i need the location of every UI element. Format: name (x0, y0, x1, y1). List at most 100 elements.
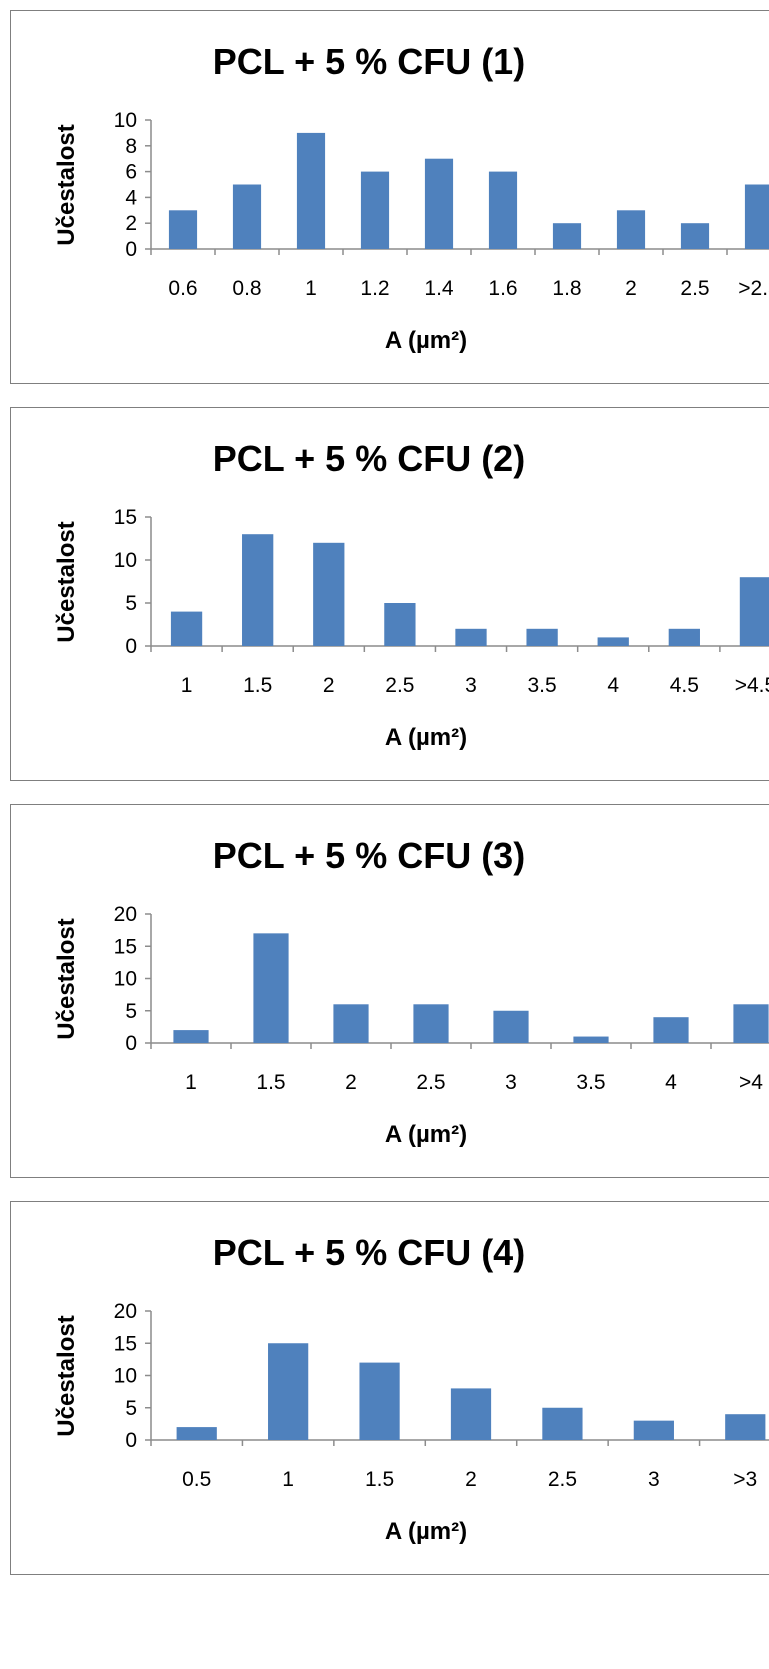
y-tick-label: 6 (125, 161, 137, 184)
y-tick-label: 8 (125, 135, 137, 158)
x-axis-label: A (µm²) (385, 1518, 467, 1545)
plot-area: 0 5 10 15 20 0.5 1 1.5 2 2.5 3 >3 (114, 1300, 769, 1491)
chart-2-svg: PCL + 5 % CFU (2) Učestalost A (µm²) 0 5 1… (53, 438, 769, 751)
x-tick-label: 3 (465, 674, 477, 697)
chart-3-svg: PCL + 5 % CFU (3) Učestalost A (µm²) 0 5 1… (53, 835, 769, 1148)
y-tick-label: 0 (125, 238, 137, 261)
x-tick-label: 1.8 (552, 277, 581, 300)
x-tick-label: 2.5 (416, 1071, 445, 1094)
bar (168, 210, 198, 249)
bar (573, 1036, 609, 1043)
y-axis-label: Učestalost (53, 1315, 80, 1436)
bar (313, 542, 345, 646)
bar (542, 1407, 583, 1440)
bar (653, 1017, 689, 1043)
x-tick-label: >3 (733, 1468, 757, 1491)
x-axis-label: A (µm²) (385, 1121, 467, 1148)
chart-panel-3: PCL + 5 % CFU (3) Učestalost A (µm²) 0 5 1… (10, 804, 769, 1178)
x-tick-label: >4.5 (735, 674, 769, 697)
y-tick-label: 2 (125, 212, 137, 235)
y-tick-label: 15 (114, 1332, 137, 1355)
chart-panel-2: PCL + 5 % CFU (2) Učestalost A (µm²) 0 5 1… (10, 407, 769, 781)
bar (253, 933, 289, 1043)
x-tick-label: 2.5 (680, 277, 709, 300)
bar (739, 577, 769, 646)
x-tick-label: 1 (185, 1071, 197, 1094)
y-tick-label: 15 (114, 935, 137, 958)
plot-area: 0 5 10 15 20 1 1.5 2 2.5 3 3.5 4 >4 (114, 903, 769, 1094)
x-tick-label: 1.4 (424, 277, 454, 300)
bar (455, 628, 487, 646)
chart-title: PCL + 5 % CFU (1) (213, 41, 525, 82)
y-tick-label: 20 (114, 903, 137, 926)
bar (744, 184, 769, 249)
x-axis-label: A (µm²) (385, 724, 467, 751)
x-tick-label: 1 (282, 1468, 294, 1491)
y-axis-label: Učestalost (53, 521, 80, 642)
bar (668, 628, 700, 646)
y-tick-label: 0 (125, 1032, 137, 1055)
x-axis-label: A (µm²) (385, 327, 467, 354)
bar (170, 611, 203, 646)
bar (242, 534, 274, 646)
bar (633, 1420, 674, 1440)
x-tick-label: 2.5 (385, 674, 414, 697)
bar (176, 1427, 217, 1440)
bar (526, 628, 558, 646)
y-tick-label: 0 (125, 635, 137, 658)
x-tick-label: 1.5 (243, 674, 272, 697)
x-tick-label: 0.5 (182, 1468, 211, 1491)
bar (232, 184, 262, 249)
bar (360, 171, 390, 249)
bar (359, 1362, 400, 1440)
x-tick-label: 1.5 (365, 1468, 394, 1491)
y-axis-label: Učestalost (53, 918, 80, 1039)
bar (616, 210, 646, 249)
x-tick-label: 4 (665, 1071, 677, 1094)
bar (725, 1414, 766, 1440)
y-tick-label: 10 (114, 1365, 137, 1388)
plot-area: 0 5 10 15 1 1.5 2 2.5 3 3.5 4 4.5 >4.5 (114, 506, 769, 697)
bar (384, 603, 416, 646)
bar (333, 1004, 369, 1043)
x-tick-label: 3.5 (576, 1071, 605, 1094)
chart-1-svg: PCL + 5 % CFU (1) Učestalost A (µm²) 0 2 4… (53, 41, 769, 354)
x-tick-label: 0.6 (168, 277, 197, 300)
x-tick-label: 1.5 (256, 1071, 285, 1094)
x-tick-label: 4 (607, 674, 619, 697)
chart-title: PCL + 5 % CFU (3) (213, 835, 525, 876)
x-tick-label: 4.5 (670, 674, 699, 697)
x-tick-label: 1 (181, 674, 193, 697)
y-tick-label: 0 (125, 1429, 137, 1452)
bar (733, 1004, 769, 1043)
bar (493, 1010, 529, 1043)
chart-panel-4: PCL + 5 % CFU (4) Učestalost A (µm²) 0 5 1… (10, 1201, 769, 1575)
bar (680, 223, 710, 249)
x-tick-label: 3 (505, 1071, 517, 1094)
bar (296, 132, 326, 249)
x-tick-label: 2 (345, 1071, 357, 1094)
x-tick-label: 2 (323, 674, 335, 697)
y-tick-label: 5 (125, 1397, 137, 1420)
bar (173, 1030, 209, 1043)
bar (552, 223, 582, 249)
chart-4-svg: PCL + 5 % CFU (4) Učestalost A (µm²) 0 5 1… (53, 1232, 769, 1545)
bar (597, 637, 629, 646)
chart-panel-1: PCL + 5 % CFU (1) Učestalost A (µm²) 0 2 4… (10, 10, 769, 384)
chart-title: PCL + 5 % CFU (4) (213, 1232, 525, 1273)
y-tick-label: 10 (114, 968, 137, 991)
bar (268, 1343, 309, 1440)
y-tick-label: 5 (125, 1000, 137, 1023)
bar (413, 1004, 449, 1043)
x-tick-label: 3.5 (528, 674, 557, 697)
x-tick-label: >4 (739, 1071, 763, 1094)
x-tick-label: 0.8 (232, 277, 261, 300)
y-tick-label: 15 (114, 506, 137, 529)
x-tick-label: 1.2 (360, 277, 389, 300)
x-tick-label: 2.5 (548, 1468, 577, 1491)
x-tick-label: >2.5 (738, 277, 769, 300)
bar (424, 158, 454, 249)
plot-area: 0 2 46 8 10 0.6 0.8 1 1.2 1.4 1.6 1.8 2 2.5 >2.5 (114, 109, 769, 300)
y-tick-label: 20 (114, 1300, 137, 1323)
x-tick-label: 1 (305, 277, 317, 300)
